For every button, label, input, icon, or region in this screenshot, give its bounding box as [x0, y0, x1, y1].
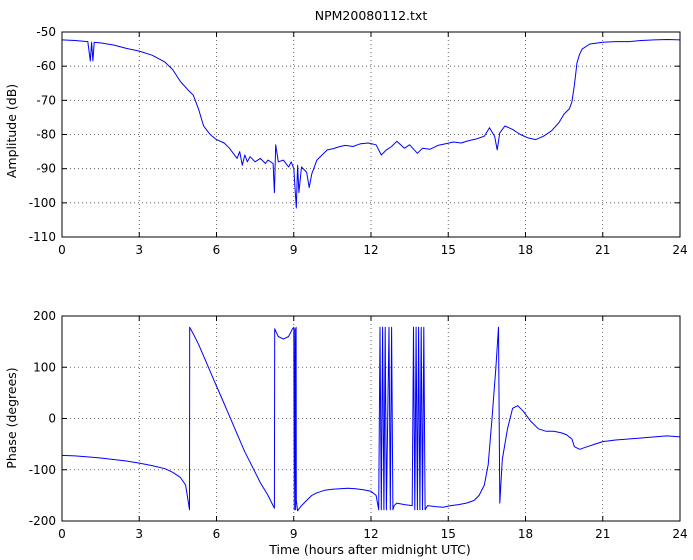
amplitude-ylabel: Amplitude (dB) [4, 84, 19, 178]
phase-ylabel: Phase (degrees) [4, 367, 19, 468]
amplitude-ytick-label-0: -110 [29, 230, 56, 244]
amplitude-series-line-0 [61, 39, 681, 209]
phase-ytick-label-0: -200 [29, 514, 56, 528]
phase-xtick-label-8: 24 [672, 527, 687, 541]
phase-panel: Phase (degrees) Time (hours after midnig… [4, 309, 688, 557]
amplitude-xtick-label-6: 18 [518, 243, 533, 257]
phase-xlabel: Time (hours after midnight UTC) [268, 542, 470, 557]
amplitude-ytick-label-2: -90 [36, 162, 56, 176]
phase-series-line-0 [61, 326, 681, 512]
phase-xtick-label-6: 18 [518, 527, 533, 541]
phase-xtick-label-4: 12 [363, 527, 378, 541]
phase-xtick-label-7: 21 [595, 527, 610, 541]
amplitude-xtick-label-8: 24 [672, 243, 687, 257]
amplitude-title: NPM20080112.txt [315, 8, 428, 23]
amplitude-xtick-label-0: 0 [58, 243, 66, 257]
amplitude-ytick-label-3: -80 [36, 128, 56, 142]
phase-xtick-label-0: 0 [58, 527, 66, 541]
phase-ytick-label-3: 100 [33, 360, 56, 374]
phase-xtick-label-5: 15 [441, 527, 456, 541]
phase-ytick-label-4: 200 [33, 309, 56, 323]
amplitude-xtick-label-2: 6 [213, 243, 221, 257]
amplitude-ytick-label-1: -100 [29, 196, 56, 210]
phase-ytick-label-1: -100 [29, 463, 56, 477]
amplitude-ytick-label-4: -70 [36, 93, 56, 107]
phase-ytick-label-2: 0 [48, 412, 56, 426]
amplitude-xtick-label-7: 21 [595, 243, 610, 257]
amplitude-xtick-label-3: 9 [290, 243, 298, 257]
amplitude-panel: NPM20080112.txt Amplitude (dB) 0 3 6 9 12 15 1… [4, 8, 688, 257]
amplitude-ytick-label-5: -60 [36, 59, 56, 73]
phase-xtick-label-3: 9 [290, 527, 298, 541]
phase-xtick-label-2: 6 [213, 527, 221, 541]
amplitude-xtick-label-1: 3 [135, 243, 143, 257]
amplitude-xtick-label-4: 12 [363, 243, 378, 257]
amplitude-ytick-label-6: -50 [36, 25, 56, 39]
amplitude-xtick-label-5: 15 [441, 243, 456, 257]
phase-xtick-label-1: 3 [135, 527, 143, 541]
